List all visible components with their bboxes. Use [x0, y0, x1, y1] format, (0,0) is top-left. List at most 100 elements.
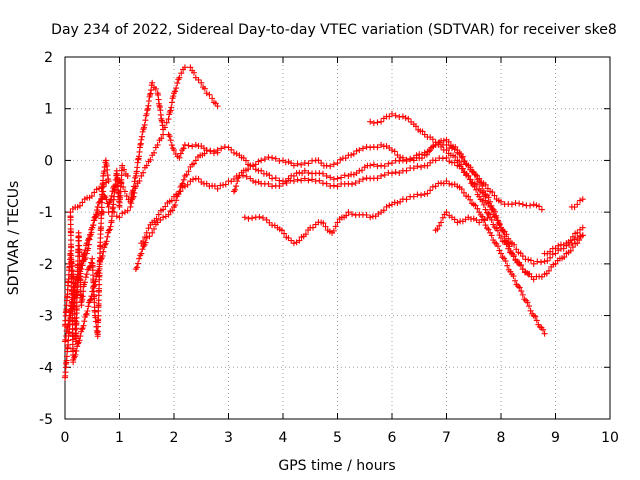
data-point	[424, 190, 431, 197]
data-point	[418, 192, 425, 199]
data-point	[380, 207, 387, 214]
data-point	[170, 93, 177, 100]
data-point	[305, 177, 312, 184]
data-point	[133, 264, 140, 271]
data-point	[512, 277, 519, 284]
data-point	[386, 202, 393, 209]
data-point	[163, 119, 170, 126]
data-point	[538, 206, 545, 213]
data-point	[465, 193, 472, 200]
data-point	[488, 202, 495, 209]
data-point	[374, 175, 381, 182]
data-point	[298, 161, 305, 168]
data-point	[443, 178, 450, 185]
data-point	[343, 212, 350, 219]
data-point	[540, 326, 547, 333]
series-track-g	[367, 110, 532, 278]
data-point	[487, 198, 494, 205]
data-point	[228, 146, 235, 153]
data-point	[138, 250, 145, 257]
data-point	[424, 162, 431, 169]
data-point	[381, 163, 388, 170]
data-point	[440, 137, 447, 144]
data-point	[171, 147, 177, 154]
y-tick-label: 0	[44, 153, 53, 169]
data-point	[534, 258, 541, 265]
x-tick-label: 2	[170, 430, 179, 446]
data-point	[410, 193, 417, 200]
data-point	[181, 64, 188, 71]
data-point	[135, 260, 142, 267]
data-point	[174, 80, 181, 87]
data-point	[140, 126, 147, 133]
y-tick-label: -3	[39, 309, 53, 325]
data-point	[498, 198, 504, 205]
data-point	[218, 145, 225, 152]
data-point	[93, 212, 100, 219]
data-point	[99, 252, 106, 259]
data-point	[81, 250, 88, 257]
data-point	[234, 178, 241, 185]
data-point	[83, 310, 90, 317]
data-point	[345, 209, 352, 216]
data-point	[526, 303, 533, 310]
data-point	[138, 172, 145, 179]
data-point	[276, 183, 283, 190]
data-point	[327, 174, 334, 181]
data-point	[104, 233, 111, 240]
y-axis-label: SDTVAR / TECUs	[6, 181, 22, 296]
data-point	[107, 223, 114, 230]
data-point	[180, 176, 187, 183]
data-point	[460, 189, 467, 196]
data-point	[459, 153, 466, 160]
data-point	[498, 250, 504, 257]
data-point	[167, 107, 174, 114]
data-point	[334, 219, 341, 226]
data-point	[527, 202, 534, 209]
data-point	[178, 70, 185, 77]
data-point	[245, 166, 252, 173]
data-point	[491, 192, 498, 199]
data-point	[374, 119, 381, 126]
data-point	[561, 254, 568, 261]
data-point	[176, 74, 183, 81]
data-point	[383, 203, 390, 210]
data-point	[92, 214, 99, 221]
data-point	[149, 229, 156, 236]
data-point	[87, 231, 94, 238]
data-point	[201, 150, 208, 157]
data-point	[471, 183, 478, 190]
data-point	[579, 232, 586, 239]
data-point	[105, 209, 112, 216]
data-point	[209, 95, 216, 102]
data-point	[103, 238, 110, 245]
data-point	[427, 187, 434, 194]
data-point	[501, 233, 508, 240]
data-point	[316, 170, 323, 177]
y-tick-label: 2	[44, 50, 53, 66]
series-track-h	[432, 209, 494, 234]
data-point	[79, 199, 86, 206]
data-point	[547, 254, 554, 261]
data-point	[141, 234, 148, 241]
data-point	[363, 143, 370, 150]
data-point	[255, 158, 262, 165]
data-point	[100, 248, 107, 255]
data-point	[545, 267, 552, 274]
data-point	[436, 222, 443, 229]
data-point	[577, 197, 584, 204]
data-point	[136, 177, 143, 184]
data-point	[315, 157, 322, 164]
data-point	[367, 118, 374, 125]
data-point	[169, 207, 176, 214]
data-point	[242, 157, 249, 164]
data-point	[574, 240, 581, 247]
data-point	[505, 240, 512, 247]
data-point	[168, 197, 175, 204]
data-point	[477, 179, 484, 186]
data-point	[359, 145, 366, 152]
data-point	[180, 145, 187, 152]
data-point	[519, 201, 526, 208]
data-point	[474, 205, 481, 212]
